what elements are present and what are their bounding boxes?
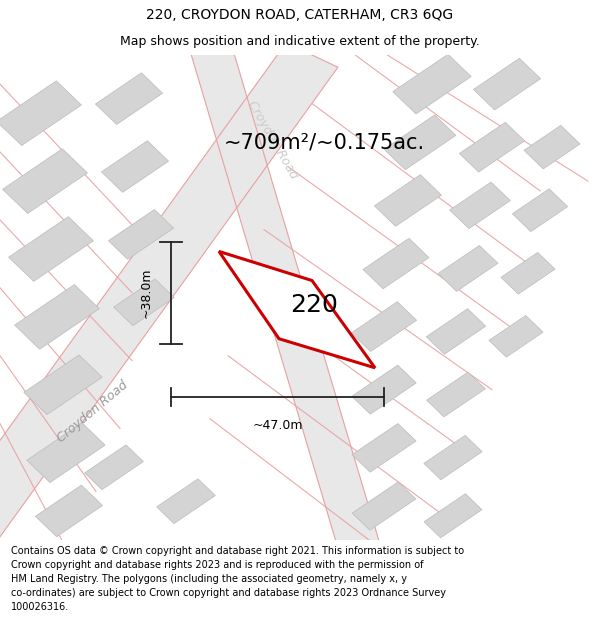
Polygon shape xyxy=(363,238,429,289)
Polygon shape xyxy=(0,81,82,146)
Polygon shape xyxy=(426,309,486,354)
Polygon shape xyxy=(427,372,485,417)
Polygon shape xyxy=(219,251,375,368)
Polygon shape xyxy=(27,423,105,483)
Polygon shape xyxy=(109,209,173,259)
Text: ~47.0m: ~47.0m xyxy=(252,419,303,431)
Text: 100026316.: 100026316. xyxy=(11,602,69,612)
Polygon shape xyxy=(35,485,103,537)
Polygon shape xyxy=(384,115,456,169)
Polygon shape xyxy=(393,54,471,114)
Polygon shape xyxy=(24,355,102,414)
Polygon shape xyxy=(157,479,215,524)
Polygon shape xyxy=(501,253,555,294)
Polygon shape xyxy=(352,302,416,351)
Polygon shape xyxy=(95,73,163,124)
Polygon shape xyxy=(473,58,541,110)
Text: 220, CROYDON ROAD, CATERHAM, CR3 6QG: 220, CROYDON ROAD, CATERHAM, CR3 6QG xyxy=(146,8,454,22)
Text: ~709m²/~0.175ac.: ~709m²/~0.175ac. xyxy=(223,132,425,152)
Polygon shape xyxy=(352,365,416,414)
Text: co-ordinates) are subject to Crown copyright and database rights 2023 Ordnance S: co-ordinates) are subject to Crown copyr… xyxy=(11,588,446,598)
Polygon shape xyxy=(524,126,580,169)
Text: Contains OS data © Crown copyright and database right 2021. This information is : Contains OS data © Crown copyright and d… xyxy=(11,546,464,556)
Polygon shape xyxy=(352,482,416,530)
Polygon shape xyxy=(8,217,94,281)
Polygon shape xyxy=(101,141,169,192)
Polygon shape xyxy=(424,494,482,538)
Polygon shape xyxy=(424,436,482,480)
Text: 220: 220 xyxy=(290,292,338,317)
Polygon shape xyxy=(460,122,524,172)
Polygon shape xyxy=(449,182,511,229)
Polygon shape xyxy=(85,445,143,489)
Text: ~38.0m: ~38.0m xyxy=(139,268,152,318)
Polygon shape xyxy=(190,41,380,554)
Polygon shape xyxy=(14,284,100,349)
Text: Map shows position and indicative extent of the property.: Map shows position and indicative extent… xyxy=(120,35,480,48)
Text: HM Land Registry. The polygons (including the associated geometry, namely x, y: HM Land Registry. The polygons (includin… xyxy=(11,574,407,584)
Polygon shape xyxy=(489,316,543,357)
Polygon shape xyxy=(512,189,568,232)
Polygon shape xyxy=(352,424,416,472)
Polygon shape xyxy=(2,149,88,214)
Text: Crown copyright and database rights 2023 and is reproduced with the permission o: Crown copyright and database rights 2023… xyxy=(11,560,424,570)
Polygon shape xyxy=(374,175,442,226)
Text: Croydon Road: Croydon Road xyxy=(55,378,131,445)
Polygon shape xyxy=(113,279,175,326)
Polygon shape xyxy=(438,246,498,291)
Text: Croydon Road: Croydon Road xyxy=(245,99,301,181)
Polygon shape xyxy=(0,42,338,542)
